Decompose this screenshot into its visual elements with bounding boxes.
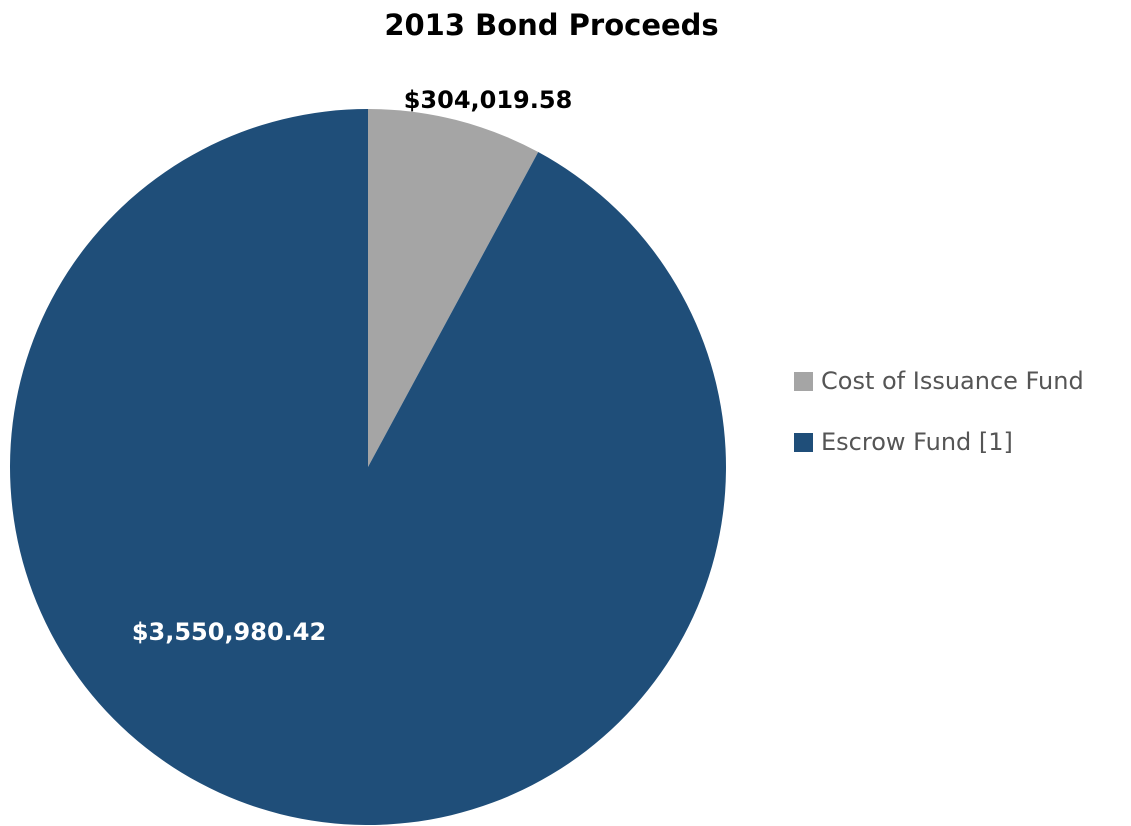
legend: Cost of Issuance Fund Escrow Fund [1] [794,361,1084,483]
pie-slices [10,109,726,825]
legend-label-cost-of-issuance: Cost of Issuance Fund [821,367,1084,395]
legend-item-escrow-fund: Escrow Fund [1] [794,422,1084,462]
data-label-0: $304,019.58 [404,86,573,114]
legend-swatch-escrow-fund [794,433,813,452]
data-label-1: $3,550,980.42 [132,618,326,646]
legend-item-cost-of-issuance: Cost of Issuance Fund [794,361,1084,401]
legend-label-escrow-fund: Escrow Fund [1] [821,428,1013,456]
legend-swatch-cost-of-issuance [794,372,813,391]
pie-slice-1 [10,109,726,825]
